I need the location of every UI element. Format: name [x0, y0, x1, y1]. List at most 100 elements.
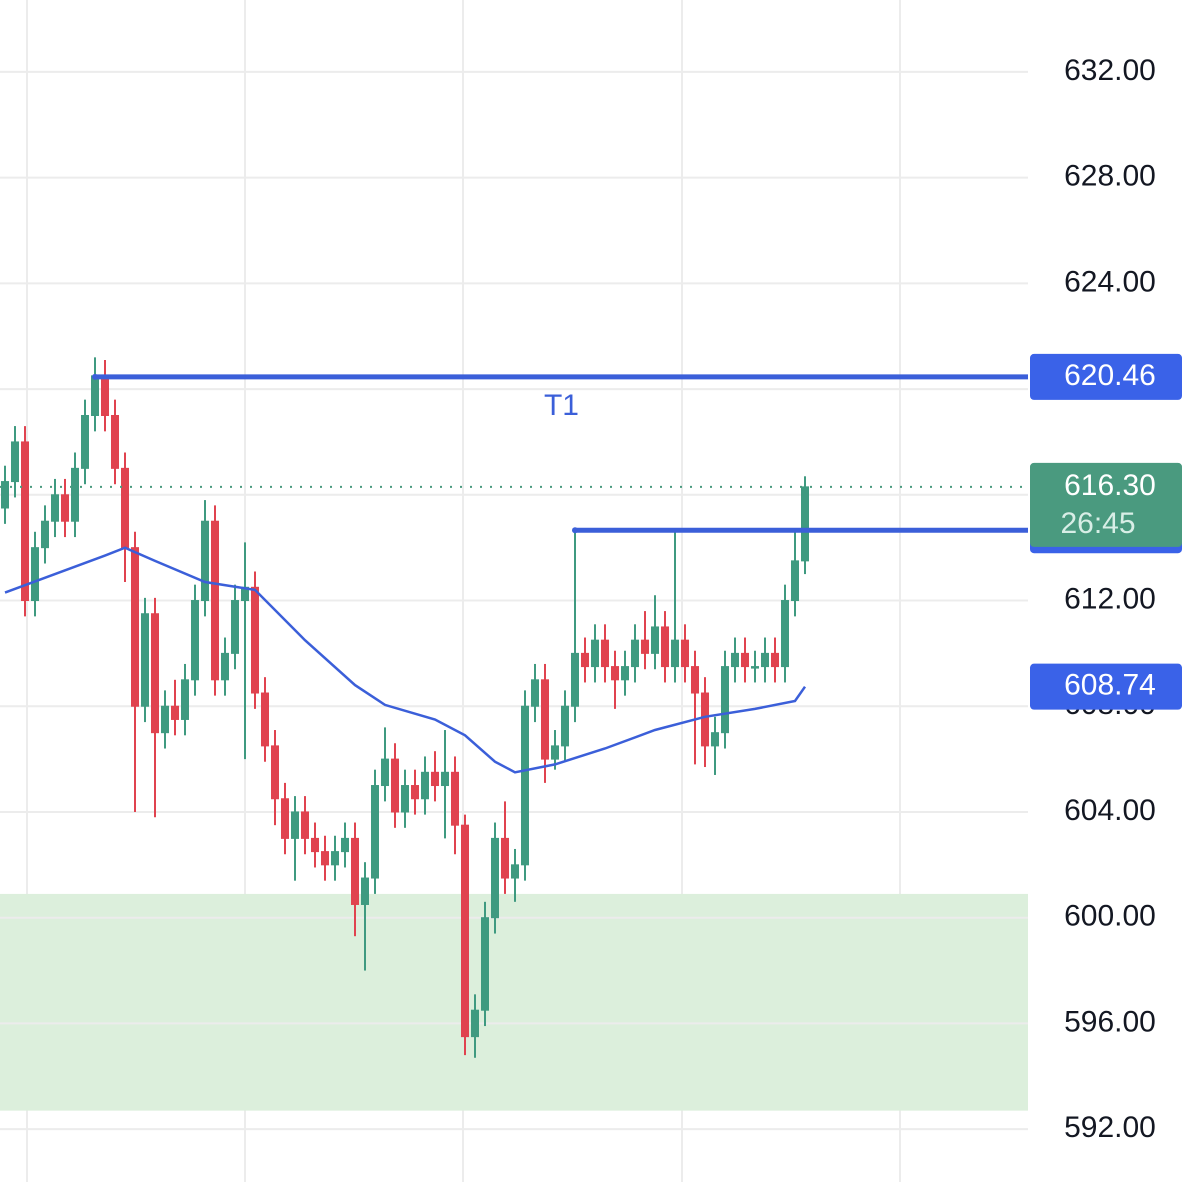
candle-body	[531, 679, 539, 707]
candle-body	[231, 600, 239, 654]
candle-body	[41, 520, 49, 549]
countdown-label: 26:45	[1060, 507, 1135, 540]
candle-body	[711, 732, 719, 747]
candle-body	[51, 494, 59, 522]
candle-body	[801, 486, 809, 562]
candle-body	[781, 600, 789, 668]
candle-body	[331, 851, 339, 866]
candle-body	[191, 600, 199, 681]
candle-body	[631, 639, 639, 668]
candle-body	[601, 639, 609, 668]
candle-body	[561, 705, 569, 747]
candle-body	[551, 745, 559, 760]
candle-body	[731, 652, 739, 668]
candle-body	[741, 652, 749, 668]
price-label-box	[1030, 663, 1182, 710]
candle-body	[11, 441, 19, 483]
candle-body	[691, 666, 699, 694]
candle-body	[451, 771, 459, 826]
candle-body	[21, 441, 29, 602]
candle-body	[651, 626, 659, 654]
level-anchor	[92, 373, 98, 380]
price-label-box	[1030, 353, 1182, 400]
demand-zone	[0, 893, 1028, 1111]
candle-body	[201, 520, 209, 602]
candle-body	[151, 613, 159, 734]
candle-body	[371, 785, 379, 879]
y-tick-label: 628.00	[1064, 160, 1156, 193]
candle-body	[1, 481, 9, 509]
candle-body	[31, 547, 39, 602]
candle-body	[111, 414, 119, 469]
candle-body	[681, 639, 689, 668]
candle-body	[761, 652, 769, 668]
y-tick-label: 604.00	[1064, 794, 1156, 827]
candle-body	[591, 639, 599, 668]
candle-body	[661, 626, 669, 668]
candle-body	[431, 771, 439, 787]
moving-average	[4, 546, 807, 774]
candle-body	[571, 652, 579, 707]
candle-body	[751, 666, 759, 669]
candle-body	[461, 824, 469, 1038]
candle-body	[421, 771, 429, 800]
candle-body	[771, 652, 779, 668]
candle-body	[511, 864, 519, 879]
candle-body	[291, 811, 299, 839]
candle-body	[441, 771, 449, 787]
candle-body	[611, 666, 619, 681]
candle-body	[81, 414, 89, 469]
candle-body	[181, 679, 189, 720]
candle-body	[721, 666, 729, 734]
y-tick-label: 632.00	[1064, 54, 1156, 87]
candle-body	[411, 785, 419, 800]
candle-body	[341, 837, 349, 853]
candle-body	[391, 758, 399, 813]
candle-body	[121, 467, 129, 549]
candle-body	[671, 639, 679, 668]
candle-body	[131, 547, 139, 707]
candle-body	[791, 560, 799, 602]
y-tick-label: 624.00	[1064, 265, 1156, 298]
price-label: 620.46	[1064, 359, 1156, 392]
candle-body	[91, 375, 99, 416]
candle-body	[381, 758, 389, 787]
candle-body	[501, 837, 509, 879]
candle-body	[281, 798, 289, 839]
candle-body	[481, 917, 489, 1011]
y-tick-label: 592.00	[1064, 1111, 1156, 1144]
price-label: 608.74	[1064, 669, 1156, 702]
candle-body	[701, 692, 709, 747]
last-price-box	[1030, 462, 1182, 547]
candle-body	[491, 837, 499, 919]
candle-body	[61, 494, 69, 522]
y-tick-label: 600.00	[1064, 900, 1156, 933]
y-tick-label: 596.00	[1064, 1005, 1156, 1038]
candle-body	[221, 652, 229, 681]
candle-body	[71, 467, 79, 522]
candle-body	[401, 785, 409, 813]
candle-body	[261, 692, 269, 747]
candle-body	[271, 745, 279, 800]
candle-body	[521, 705, 529, 866]
candle-body	[171, 705, 179, 720]
candle-body	[101, 375, 109, 416]
candle-body	[621, 666, 629, 681]
candle-body	[351, 837, 359, 905]
candle-body	[311, 837, 319, 853]
candle-body	[161, 705, 169, 734]
candle-body	[251, 586, 259, 694]
candle-body	[141, 613, 149, 707]
candle-body	[641, 639, 649, 654]
y-tick-label: 612.00	[1064, 582, 1156, 615]
candle-body	[301, 811, 309, 839]
candle-body	[581, 652, 589, 668]
last-price-label: 616.30	[1064, 469, 1156, 502]
level-text: T1	[544, 389, 579, 422]
candle-body	[361, 877, 369, 905]
candle-body	[541, 679, 549, 760]
candle-body	[321, 851, 329, 866]
level-anchor	[572, 527, 578, 534]
